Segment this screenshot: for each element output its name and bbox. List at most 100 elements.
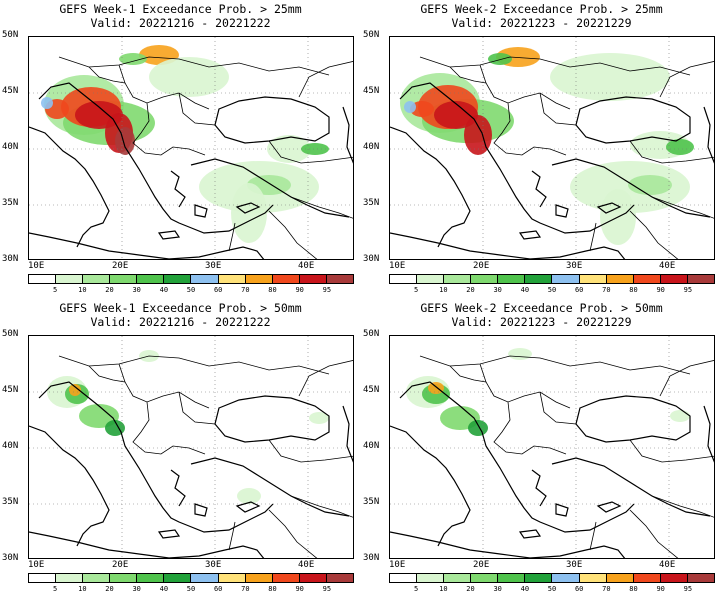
lon-tick-label: 30E	[566, 261, 583, 271]
colorbar-swatch	[498, 275, 526, 283]
colorbar-label: 10	[78, 585, 87, 593]
lat-tick-label: 40N	[363, 142, 380, 152]
map-area	[389, 36, 715, 260]
probability-shading	[69, 384, 81, 396]
coastline	[518, 230, 542, 240]
panel-title: GEFS Week-2 Exceedance Prob. > 50mm	[420, 301, 663, 315]
probability-shading	[428, 382, 444, 394]
colorbar-swatch	[218, 574, 246, 582]
coastline	[390, 425, 471, 547]
colorbar-swatch	[417, 574, 445, 582]
country-border	[132, 102, 206, 156]
country-border	[659, 61, 714, 98]
colorbar-swatch	[218, 275, 246, 283]
colorbar-swatch	[56, 574, 84, 582]
colorbar-label: 50	[186, 585, 196, 593]
coastline	[235, 202, 261, 214]
colorbar-label: 70	[602, 585, 611, 593]
lat-tick-label: 45N	[363, 385, 380, 395]
colorbar-label: 40	[159, 286, 169, 294]
colorbar-label: 10	[439, 286, 448, 294]
lat-tick-label: 45N	[363, 86, 380, 96]
lat-tick-label: 35N	[2, 497, 19, 507]
probability-shading	[404, 101, 416, 113]
colorbar-swatch	[272, 275, 300, 283]
map-svg	[390, 336, 714, 558]
coastline	[518, 529, 542, 539]
lat-tick-label: 35N	[363, 198, 380, 208]
probability-shading	[115, 127, 135, 155]
country-border	[539, 391, 577, 425]
country-border	[228, 521, 236, 551]
coastline	[214, 395, 330, 443]
lon-tick-label: 40E	[659, 261, 676, 271]
country-border	[539, 92, 577, 126]
probability-shading	[410, 101, 434, 117]
colorbar-swatch	[390, 275, 418, 283]
lat-tick-label: 40N	[2, 441, 19, 451]
colorbar-swatch	[137, 574, 165, 582]
colorbar-swatch	[444, 574, 472, 582]
country-border	[178, 92, 216, 126]
map-panel-4: GEFS Week-2 Exceedance Prob. > 50mm Valid…	[361, 299, 722, 598]
probability-shading	[434, 101, 478, 129]
lon-tick-label: 20E	[473, 560, 490, 570]
coastline	[399, 381, 635, 533]
coastline	[170, 469, 186, 507]
colorbar-label: 95	[322, 286, 332, 294]
colorbar-swatch	[164, 275, 192, 283]
colorbar-swatch	[417, 275, 445, 283]
colorbar-label: 5	[414, 286, 419, 294]
lat-tick-label: 40N	[2, 142, 19, 152]
coastline	[551, 457, 711, 517]
colorbar-swatch	[245, 275, 273, 283]
panel-title: GEFS Week-1 Exceedance Prob. > 50mm	[59, 301, 302, 315]
coastline	[194, 503, 208, 517]
colorbar-label: 90	[295, 585, 304, 593]
country-border	[132, 401, 206, 455]
colorbar-swatch	[29, 574, 57, 582]
coastline	[190, 457, 350, 517]
coastline	[390, 126, 471, 248]
colorbar-swatch	[687, 574, 714, 582]
colorbar-swatch	[498, 574, 526, 582]
country-border	[118, 64, 210, 110]
lat-tick-label: 50N	[2, 329, 19, 339]
colorbar-swatch	[29, 275, 57, 283]
map-area	[28, 335, 354, 559]
lat-tick-label: 40N	[363, 441, 380, 451]
colorbar-label: 90	[656, 585, 665, 593]
coastline	[38, 82, 274, 234]
colorbar-swatch	[606, 275, 634, 283]
country-border	[629, 140, 714, 164]
coastline	[703, 106, 714, 164]
coastline	[190, 158, 350, 218]
colorbar-label: 10	[78, 286, 87, 294]
probability-shading	[231, 183, 267, 243]
colorbar-swatch	[272, 574, 300, 582]
colorbar-swatch	[633, 574, 661, 582]
lat-tick-label: 50N	[2, 30, 19, 40]
colorbar-swatch	[299, 275, 327, 283]
colorbar-swatch	[191, 275, 219, 283]
lat-tick-label: 45N	[2, 86, 19, 96]
lon-tick-label: 20E	[473, 261, 490, 271]
country-border	[629, 439, 714, 463]
coastline	[531, 469, 547, 507]
probability-shading	[508, 348, 532, 360]
country-border	[449, 66, 487, 84]
coastline	[235, 501, 261, 513]
colorbar-label: 20	[466, 286, 475, 294]
coastline	[29, 425, 110, 547]
colorbar-label: 60	[574, 585, 584, 593]
colorbar-swatch	[83, 574, 111, 582]
map-area	[389, 335, 715, 559]
coastline	[214, 96, 330, 144]
country-border	[419, 56, 691, 76]
lat-tick-label: 30N	[363, 553, 380, 563]
colorbar-swatch	[606, 574, 634, 582]
country-border	[298, 61, 353, 98]
colorbar-label: 95	[322, 585, 332, 593]
lat-tick-label: 30N	[2, 553, 19, 563]
colorbar-label: 70	[241, 286, 250, 294]
